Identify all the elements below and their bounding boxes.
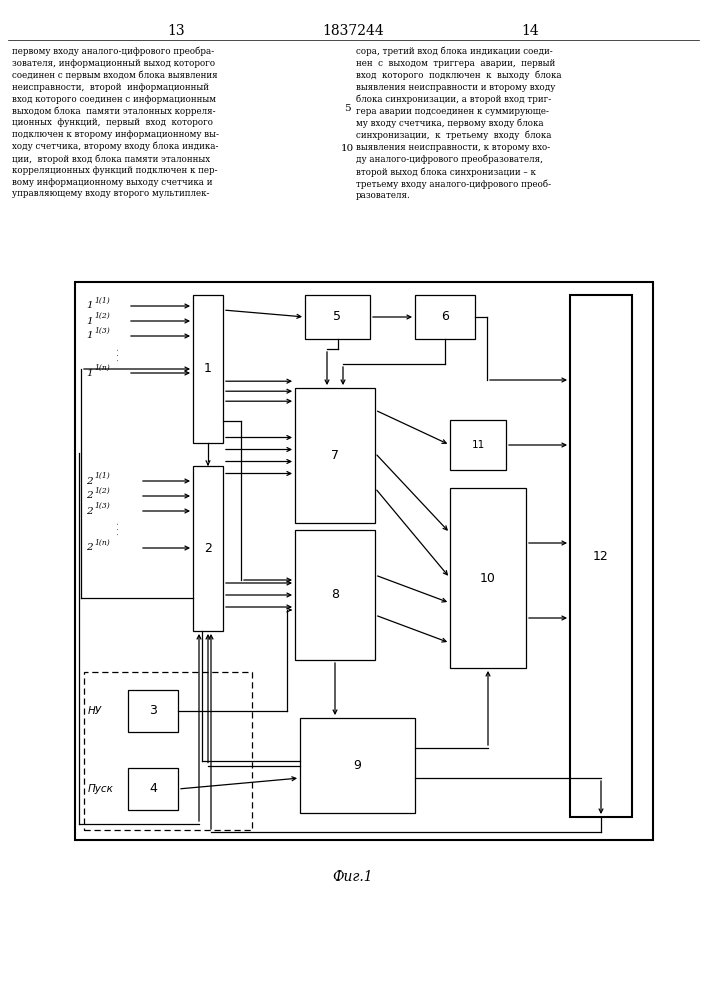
Bar: [193, 295, 223, 443]
Bar: [295, 530, 375, 660]
Text: 6: 6: [441, 310, 449, 324]
Text: 2: 2: [204, 542, 212, 555]
Bar: [128, 768, 178, 810]
Text: 1: 1: [204, 362, 212, 375]
Bar: [300, 718, 415, 813]
Text: 1(2): 1(2): [94, 487, 110, 495]
Text: 1: 1: [86, 302, 93, 310]
Bar: [305, 295, 370, 339]
Text: 1837244: 1837244: [322, 24, 384, 38]
Text: 1: 1: [86, 368, 93, 377]
Text: сора, третий вход блока индикации соеди-
нен  с  выходом  триггера  аварии,  пер: сора, третий вход блока индикации соеди-…: [356, 47, 561, 200]
Text: 2: 2: [86, 477, 93, 486]
Text: 7: 7: [331, 449, 339, 462]
Text: 10: 10: [480, 572, 496, 584]
Text: 5: 5: [344, 104, 350, 113]
Bar: [450, 488, 526, 668]
Text: 1(1): 1(1): [94, 472, 110, 480]
Bar: [570, 295, 632, 817]
Text: Фиг.1: Фиг.1: [333, 870, 373, 884]
Bar: [450, 420, 506, 470]
Bar: [415, 295, 475, 339]
Text: 2: 2: [86, 506, 93, 516]
Text: первому входу аналого-цифрового преобра-
зователя, информационный выход которого: первому входу аналого-цифрового преобра-…: [12, 47, 219, 198]
Text: 8: 8: [331, 588, 339, 601]
Text: 11: 11: [472, 440, 484, 450]
Text: 3: 3: [149, 704, 157, 718]
Text: 1(2): 1(2): [94, 312, 110, 320]
Text: Пуск: Пуск: [88, 784, 114, 794]
Text: 2: 2: [86, 491, 93, 500]
Text: 1(n): 1(n): [94, 539, 110, 547]
Bar: [295, 388, 375, 523]
Text: НУ: НУ: [88, 706, 102, 716]
Text: 1: 1: [86, 332, 93, 340]
Bar: [193, 466, 223, 631]
Text: 14: 14: [521, 24, 539, 38]
Bar: [128, 690, 178, 732]
Text: · · ·: · · ·: [115, 347, 124, 361]
Text: 9: 9: [354, 759, 361, 772]
Text: 1: 1: [86, 316, 93, 326]
Bar: [84, 672, 252, 830]
Text: 1(3): 1(3): [94, 502, 110, 510]
Text: · · ·: · · ·: [115, 521, 124, 535]
Text: 13: 13: [167, 24, 185, 38]
Text: 4: 4: [149, 782, 157, 796]
Text: 1(1): 1(1): [94, 297, 110, 305]
Bar: [75, 282, 653, 840]
Text: 12: 12: [593, 550, 609, 562]
Text: 1(3): 1(3): [94, 327, 110, 335]
Text: 10: 10: [340, 144, 354, 153]
Text: 2: 2: [86, 544, 93, 552]
Text: 5: 5: [334, 310, 341, 324]
Text: 1(n): 1(n): [94, 364, 110, 372]
